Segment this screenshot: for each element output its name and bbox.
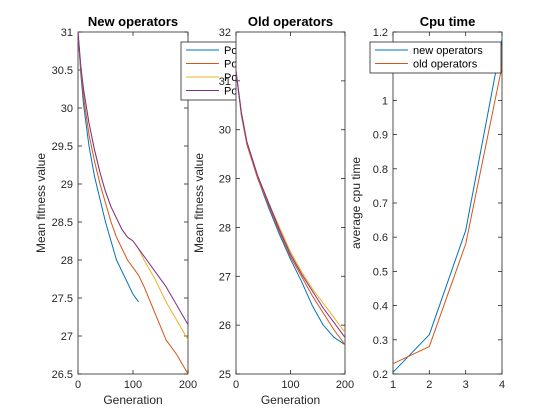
y-tick-label: 0.6 (373, 232, 388, 244)
x-tick-label: 4 (499, 379, 505, 391)
y-tick-label: 30 (219, 125, 231, 137)
chart-title: New operators (88, 14, 178, 29)
plot-area (235, 31, 346, 375)
x-tick-label: 3 (463, 379, 469, 391)
y-tick-label: 27 (61, 331, 73, 343)
y-tick-label: 25 (219, 369, 231, 381)
y-tick-label: 0.3 (373, 335, 388, 347)
x-axis-label: Generation (103, 393, 162, 407)
y-axis-label: Mean fitness value (34, 153, 48, 253)
y-tick-label: 28 (219, 222, 231, 234)
x-axis-label: Generation (261, 393, 320, 407)
x-tick-label: 100 (281, 379, 299, 391)
y-tick-label: 27 (219, 271, 231, 283)
y-tick-label: 0.4 (373, 301, 388, 313)
x-tick-label: 0 (75, 379, 81, 391)
y-tick-label: 1 (382, 95, 388, 107)
legend-entry: old operators (413, 59, 478, 71)
y-tick-label: 30.5 (52, 65, 73, 77)
y-tick-label: 27.5 (52, 293, 73, 305)
y-tick-label: 0.2 (373, 369, 388, 381)
y-tick-label: 28.5 (52, 217, 73, 229)
y-tick-label: 26 (219, 320, 231, 332)
series-line-4 (77, 31, 189, 325)
legend-entry: new operators (413, 45, 483, 57)
y-tick-label: 26.5 (52, 369, 73, 381)
chart-title: Cpu time (420, 14, 476, 29)
plot-area (392, 31, 503, 375)
x-tick-label: 0 (233, 379, 239, 391)
plot-area (77, 31, 189, 375)
y-tick-label: 0.9 (373, 130, 388, 142)
y-tick-label: 0.5 (373, 266, 388, 278)
y-tick-label: 30 (61, 103, 73, 115)
y-tick-label: 32 (219, 27, 231, 39)
y-tick-label: 29 (61, 179, 73, 191)
chart-title: Old operators (248, 14, 333, 29)
y-tick-label: 1.2 (373, 27, 388, 39)
legend: new operators old operators (369, 41, 502, 74)
y-axis-label: average cpu time (349, 157, 363, 249)
y-tick-label: 0.7 (373, 198, 388, 210)
series-line-4 (235, 71, 346, 338)
y-axis-label: Mean fitness value (192, 153, 206, 253)
chart-2: 0 100 200 25 26 27 28 29 30 31 32 Old operators Gene… (192, 14, 354, 407)
y-tick-label: 28 (61, 255, 73, 267)
y-tick-label: 29 (219, 174, 231, 186)
y-tick-label: 31 (219, 76, 231, 88)
series-line-1 (392, 38, 503, 373)
series-line-1 (77, 31, 139, 303)
series-line-2 (392, 66, 503, 365)
series-line-2 (77, 31, 189, 375)
legend-box (369, 41, 502, 74)
x-tick-label: 100 (124, 379, 142, 391)
y-tick-label: 0.8 (373, 164, 388, 176)
x-tick-label: 200 (179, 379, 197, 391)
y-tick-label: 31 (61, 27, 73, 39)
x-tick-label: 1 (390, 379, 396, 391)
y-tick-label: 29.5 (52, 141, 73, 153)
x-tick-label: 200 (336, 379, 354, 391)
x-tick-label: 2 (426, 379, 432, 391)
